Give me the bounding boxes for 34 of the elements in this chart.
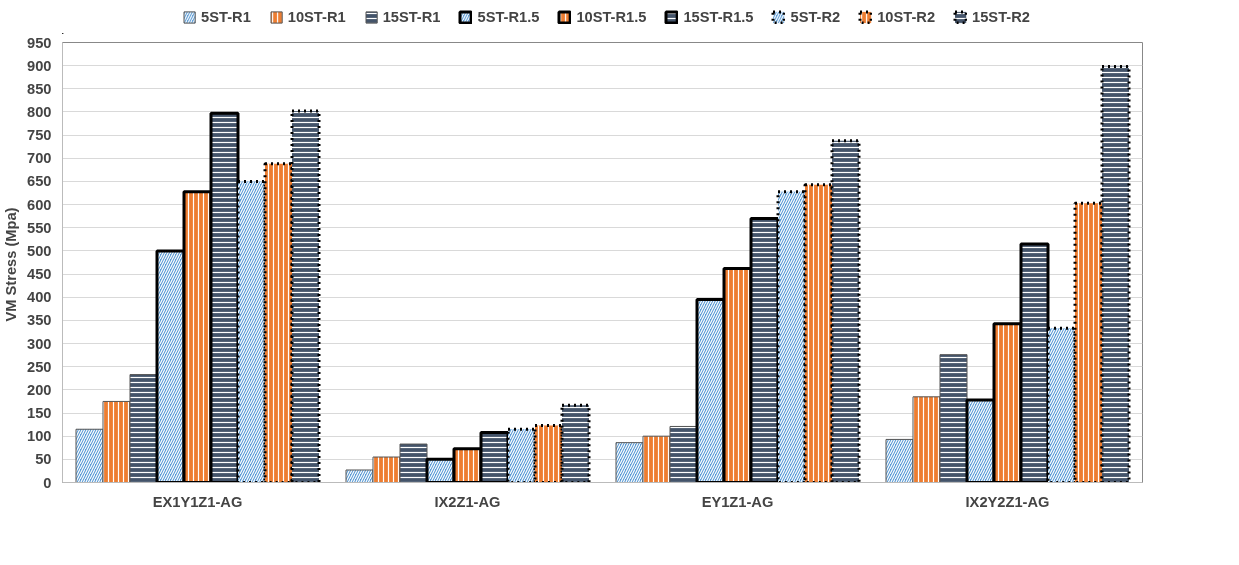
y-tick-label: 650	[27, 173, 52, 190]
legend-label: 10ST-R1.5	[576, 9, 647, 25]
legend-label: 15ST-R1	[382, 9, 441, 25]
y-tick-label: 300	[27, 335, 52, 352]
x-tick-label: EY1Z1-AG	[701, 493, 774, 510]
y-tick-label: 850	[27, 80, 52, 97]
legend-label: 15ST-R2	[972, 9, 1030, 25]
y-tick-label: 200	[27, 381, 52, 398]
y-tick-label: 250	[27, 358, 52, 375]
y-tick-label: 350	[27, 312, 52, 329]
y-tick-label: 950	[27, 34, 52, 51]
legend-label: 5ST-R1	[201, 9, 251, 25]
x-tick-label: IX2Y2Z1-AG	[965, 493, 1050, 510]
y-tick-label: 700	[27, 150, 52, 167]
x-tick-label: EX1Y1Z1-AG	[152, 493, 243, 510]
y-tick-label: 750	[27, 127, 52, 144]
legend-label: 5ST-R1.5	[477, 9, 540, 25]
y-tick-label: 900	[27, 57, 52, 74]
y-tick-label: 0	[43, 474, 52, 491]
y-tick-label: 500	[27, 242, 52, 259]
y-tick-label: 150	[27, 405, 52, 422]
legend-label: 10ST-R1	[287, 9, 346, 25]
y-tick-label: 450	[27, 266, 52, 283]
legend-label: 15ST-R1.5	[683, 9, 754, 25]
legend-label: 5ST-R2	[790, 9, 841, 25]
y-tick-label: 600	[27, 196, 52, 213]
y-tick-label: 550	[27, 219, 52, 236]
y-tick-label: 800	[27, 103, 52, 120]
y-tick-label: 100	[27, 428, 52, 445]
y-tick-label: 50	[35, 451, 52, 468]
legend-label: 10ST-R2	[877, 9, 936, 25]
x-tick-label: IX2Z1-AG	[434, 493, 501, 510]
y-tick-label: 400	[27, 289, 52, 306]
y-axis-title: VM Stress (Mpa)	[3, 207, 20, 322]
